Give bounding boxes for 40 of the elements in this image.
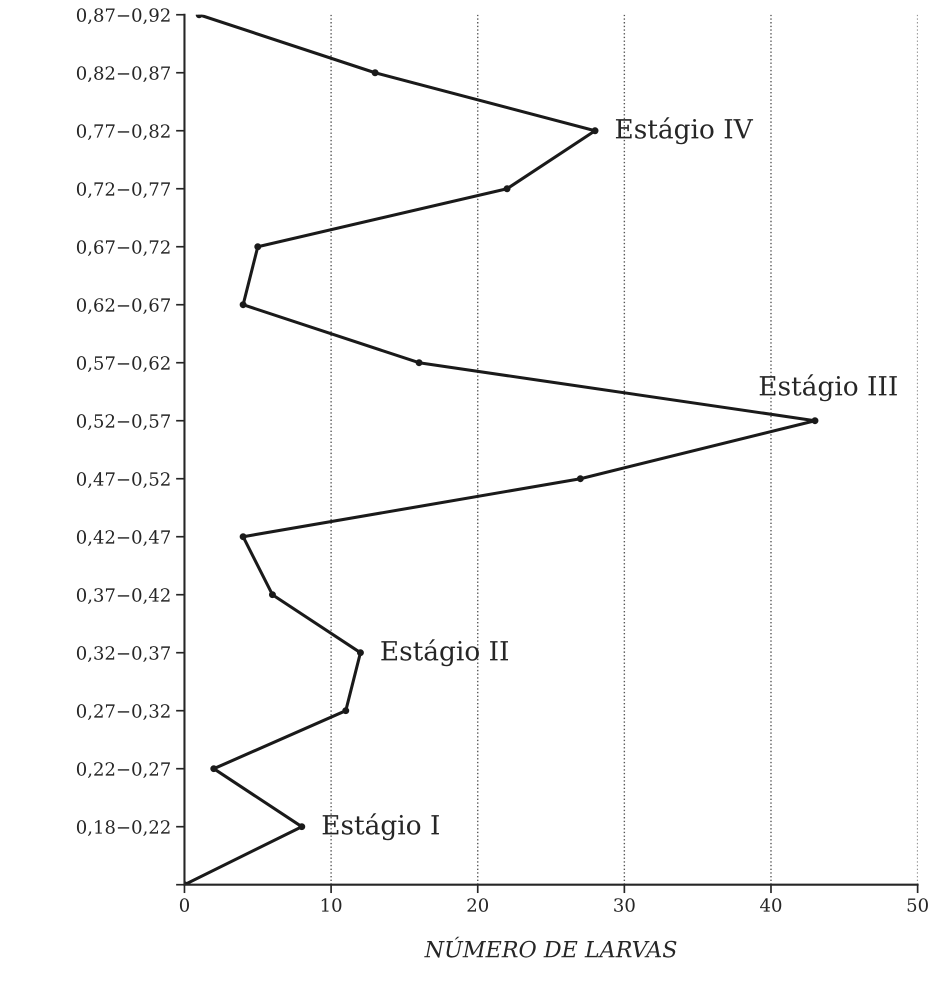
x-tick-label: 10: [322, 898, 342, 912]
point: [416, 359, 423, 366]
y-tick-label: 0,42−0,47: [76, 530, 170, 546]
x-tick-label: 30: [614, 898, 635, 912]
x-tick-label: 0: [180, 898, 190, 912]
point: [210, 765, 218, 772]
annotation: Estágio II: [381, 639, 508, 666]
point: [812, 417, 818, 424]
x-axis-title: NÚMERO DE LARVAS: [424, 936, 676, 958]
point: [298, 823, 306, 830]
y-tick-label: 0,62−0,67: [76, 298, 170, 314]
point: [240, 533, 247, 540]
y-tick-label: 0,27−0,32: [76, 704, 170, 720]
point: [504, 185, 511, 192]
x-tick-label: 20: [467, 898, 488, 912]
y-tick-label: 0,18−0,22: [76, 820, 170, 836]
y-tick-label: 0,22−0,27: [76, 762, 170, 778]
y-tick-label: 0,57−0,62: [76, 356, 170, 372]
y-tick-label: 0,72−0,77: [76, 182, 170, 198]
point: [268, 591, 276, 598]
y-tick-label: 0,32−0,37: [76, 646, 170, 662]
x-tick-label: 40: [760, 898, 782, 912]
y-tick-label: 0,52−0,57: [76, 414, 170, 430]
y-tick-label: 0,87−0,92: [76, 8, 170, 24]
point: [240, 301, 247, 308]
point: [254, 243, 262, 250]
annotation: Estágio I: [322, 813, 439, 840]
point: [372, 69, 379, 76]
y-tick-label: 0,37−0,42: [76, 588, 170, 604]
point: [342, 707, 350, 714]
y-tick-label: 0,82−0,87: [76, 66, 170, 82]
annotation: Estágio III: [760, 374, 897, 402]
x-tick-label: 50: [908, 898, 928, 912]
y-tick-label: 0,47−0,52: [76, 472, 170, 488]
point: [576, 475, 584, 482]
y-tick-label: 0,67−0,72: [76, 240, 170, 256]
point: [356, 649, 364, 656]
annotation: Estágio IV: [616, 117, 754, 144]
point: [592, 127, 599, 134]
y-tick-label: 0,77−0,82: [76, 124, 170, 140]
